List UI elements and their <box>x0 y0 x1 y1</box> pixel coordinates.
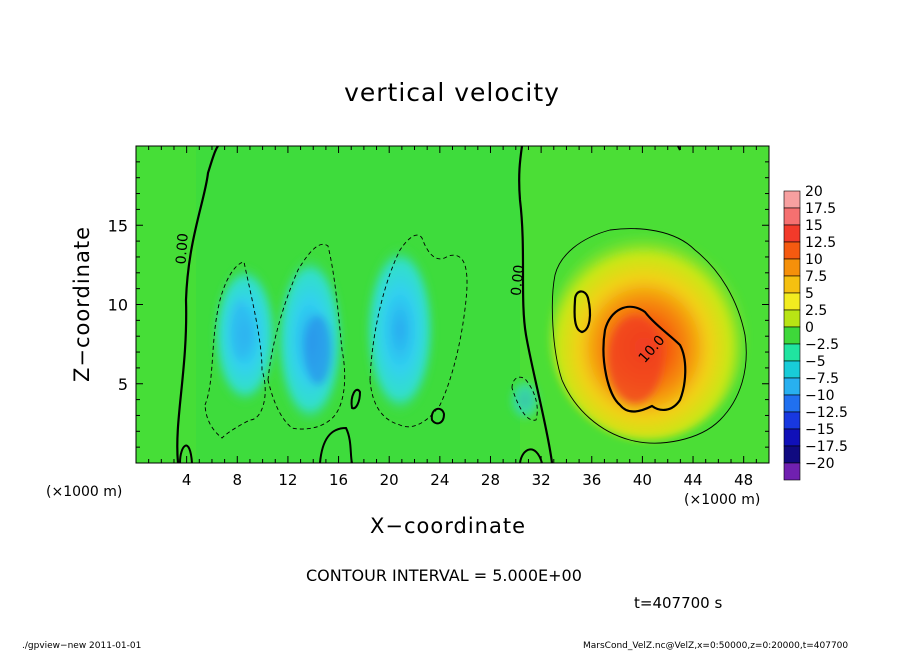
x-tick-label: 4 <box>182 471 192 489</box>
x-tick-label: 16 <box>329 471 348 489</box>
colorbar-swatch <box>783 275 801 294</box>
x-tick-label: 40 <box>633 471 652 489</box>
colorbar-label: 7.5 <box>805 269 827 285</box>
x-unit-right: (×1000 m) <box>684 492 761 508</box>
colorbar-label: −10 <box>805 388 835 404</box>
colorbar-label: −5 <box>805 354 826 370</box>
chart-title: vertical velocity <box>344 78 560 107</box>
x-tick-label: 44 <box>683 471 702 489</box>
footer-program: ./gpview−new 2011-01-01 <box>22 641 142 651</box>
footer-source: MarsCond_VelZ.nc@VelZ,x=0:50000,z=0:2000… <box>583 641 849 651</box>
colorbar-swatch <box>783 445 801 464</box>
time-stamp: t=407700 s <box>634 594 723 612</box>
x-unit-left: (×1000 m) <box>46 484 123 500</box>
colorbar-label: 10 <box>805 252 823 268</box>
colorbar-swatch <box>783 377 801 396</box>
x-tick-label: 20 <box>380 471 399 489</box>
colorbar-swatch <box>783 411 801 430</box>
x-tick-label: 48 <box>734 471 753 489</box>
zero-contour-west <box>176 146 219 463</box>
colorbar-swatch <box>783 207 801 226</box>
colorbar-label: −12.5 <box>805 405 848 421</box>
y-axis-label: Z−coordinate <box>70 226 94 382</box>
colorbar-swatch <box>783 190 801 209</box>
colorbar-swatch <box>783 258 801 277</box>
x-tick-label: 32 <box>532 471 551 489</box>
colorbar-label: −15 <box>805 422 835 438</box>
downdraft-east <box>365 245 435 415</box>
colorbar-label: 5 <box>805 286 814 302</box>
x-tick-label: 12 <box>278 471 297 489</box>
zero-contour-bump <box>319 426 353 463</box>
pos10-contour-small <box>573 290 592 334</box>
velocity-field <box>136 146 769 463</box>
colorbar-swatch <box>783 292 801 311</box>
colorbar-label: 15 <box>805 218 823 234</box>
x-tick-label: 28 <box>481 471 500 489</box>
colorbar-label: 0 <box>805 320 814 336</box>
x-tick-label: 36 <box>582 471 601 489</box>
colorbar-swatch <box>783 224 801 243</box>
x-tick-label: 8 <box>233 471 243 489</box>
y-tick-label: 5 <box>118 375 128 394</box>
contour-label: 0.00 <box>174 233 192 265</box>
colorbar-label: 20 <box>805 184 823 200</box>
colorbar-swatch <box>783 343 801 362</box>
colorbar-label: −7.5 <box>805 371 839 387</box>
x-tick-label: 24 <box>430 471 449 489</box>
colorbar-swatch <box>783 309 801 328</box>
y-tick-label: 15 <box>108 216 128 235</box>
neg5-contour-3 <box>369 234 468 428</box>
colorbar-label: −17.5 <box>805 439 848 455</box>
colorbar-swatch <box>783 360 801 379</box>
colorbar-swatch <box>783 326 801 345</box>
colorbar-swatch <box>783 428 801 447</box>
colorbar-label: 2.5 <box>805 303 827 319</box>
colorbar-label: 12.5 <box>805 235 836 251</box>
contour-label: 0.00 <box>509 264 528 297</box>
pos10-contour-main <box>602 305 687 413</box>
colorbar-swatch <box>783 462 801 481</box>
colorbar-swatch <box>783 241 801 260</box>
colorbar-label: −20 <box>805 456 835 472</box>
pos5-contour <box>551 228 747 444</box>
colorbar: 2017.51512.5107.552.50−2.5−5−7.5−10−12.5… <box>783 184 848 481</box>
zero-contour-east <box>518 146 554 463</box>
colorbar-label: 17.5 <box>805 201 836 217</box>
x-axis-label: X−coordinate <box>370 514 526 538</box>
neg5-contour-1 <box>204 261 266 439</box>
colorbar-swatch <box>783 394 801 413</box>
contour-interval: CONTOUR INTERVAL = 5.000E+00 <box>306 566 582 585</box>
colorbar-label: −2.5 <box>805 337 839 353</box>
y-tick-label: 10 <box>108 296 128 315</box>
neg5-contour-2 <box>267 243 346 430</box>
